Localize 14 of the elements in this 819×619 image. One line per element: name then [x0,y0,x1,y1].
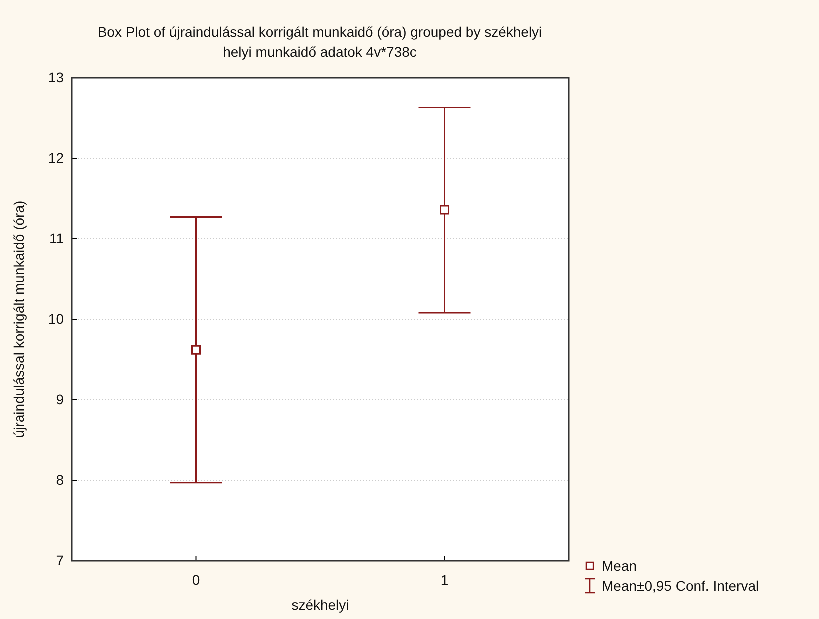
y-tick-label: 11 [49,230,64,246]
y-axis-title: újraindulással korrigált munkaidő (óra) [11,200,27,438]
x-tick-label: 1 [440,572,449,588]
chart-title: Box Plot of újraindulással korrigált munkaidő (óra) grouped by székhelyi helyi munkaidő adatok 4v*738c [98,24,542,60]
y-tick-label: 10 [48,310,64,327]
y-tick-label: 13 [48,69,64,86]
y-tick-label: 7 [56,552,64,568]
y-tick-label: 8 [56,472,64,488]
y-tick-label: 12 [48,150,64,166]
x-tick-label: 0 [192,572,200,588]
x-axis-title: székhelyi [292,597,350,613]
y-tick-label: 9 [56,391,64,408]
legend-label: Mean [602,558,638,574]
text: Mean±0,95 Conf. Interval [602,578,760,594]
